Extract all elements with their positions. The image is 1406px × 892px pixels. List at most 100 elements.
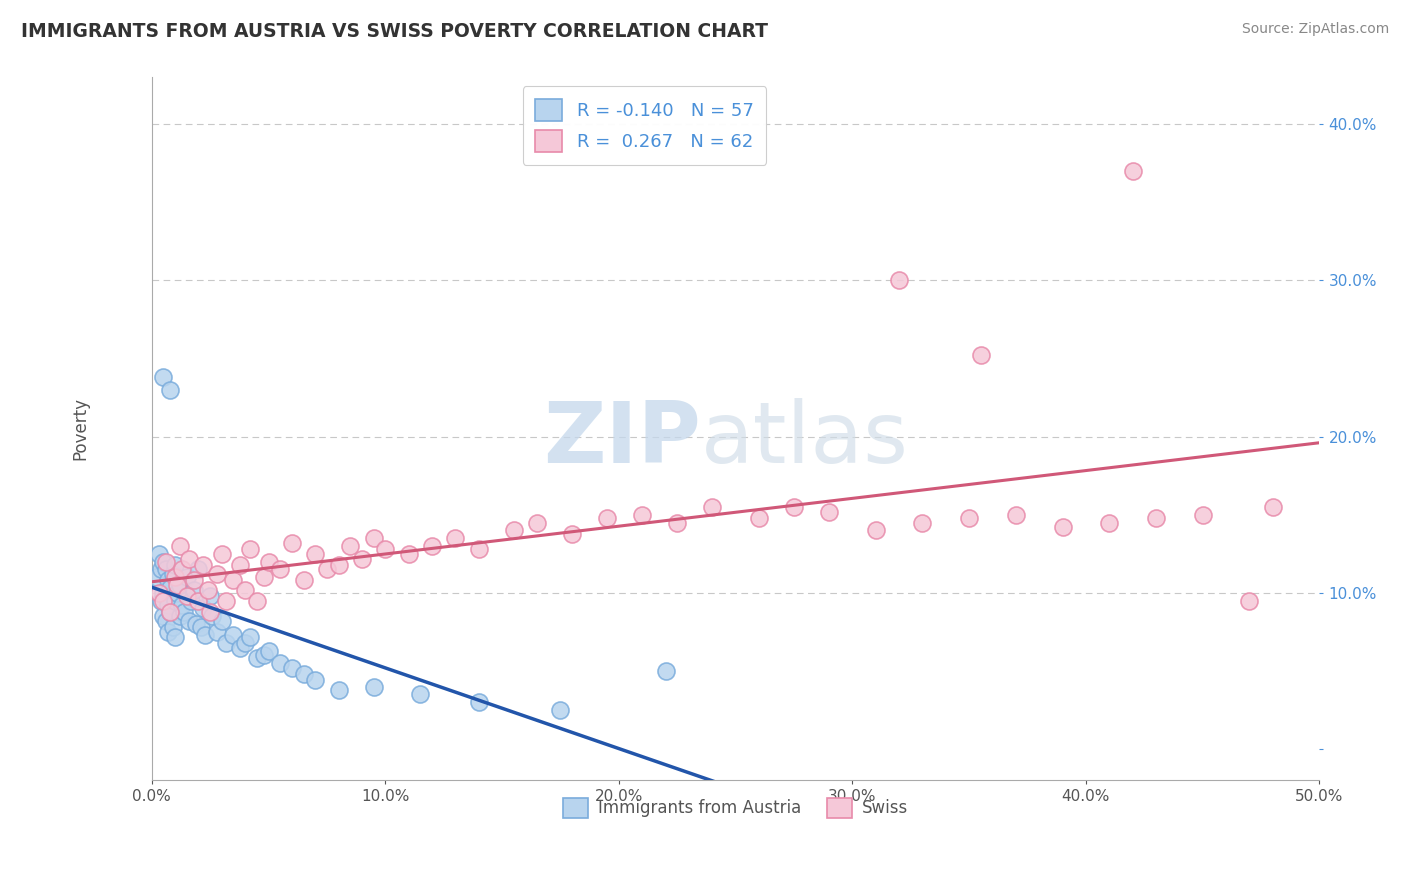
- Point: [253, 648, 276, 663]
- Point: [269, 656, 291, 670]
- Point: [191, 601, 214, 615]
- Point: [165, 558, 187, 572]
- Point: [198, 605, 221, 619]
- Point: [166, 586, 188, 600]
- Point: [198, 589, 221, 603]
- Point: [239, 542, 262, 557]
- Point: [159, 605, 181, 619]
- Point: [155, 589, 177, 603]
- Point: [159, 605, 181, 619]
- Point: [970, 348, 993, 362]
- Point: [162, 567, 184, 582]
- Point: [172, 562, 194, 576]
- Point: [169, 539, 191, 553]
- Point: [150, 593, 173, 607]
- Point: [176, 589, 198, 603]
- Point: [444, 531, 467, 545]
- Point: [1191, 508, 1213, 522]
- Point: [172, 599, 194, 613]
- Point: [1098, 516, 1121, 530]
- Text: atlas: atlas: [700, 398, 908, 481]
- Point: [246, 651, 269, 665]
- Point: [169, 578, 191, 592]
- Point: [152, 609, 174, 624]
- Point: [229, 640, 252, 655]
- Point: [887, 273, 910, 287]
- Point: [398, 547, 420, 561]
- Point: [155, 614, 177, 628]
- Point: [187, 593, 209, 607]
- Text: Source: ZipAtlas.com: Source: ZipAtlas.com: [1241, 22, 1389, 37]
- Point: [145, 570, 167, 584]
- Point: [215, 593, 238, 607]
- Point: [152, 586, 174, 600]
- Point: [550, 703, 572, 717]
- Point: [350, 551, 373, 566]
- Point: [197, 582, 219, 597]
- Point: [211, 547, 233, 561]
- Point: [222, 628, 245, 642]
- Point: [339, 539, 361, 553]
- Point: [239, 630, 262, 644]
- Point: [165, 630, 187, 644]
- Point: [157, 624, 180, 639]
- Point: [257, 555, 280, 569]
- Point: [666, 516, 689, 530]
- Point: [215, 636, 238, 650]
- Point: [159, 581, 181, 595]
- Point: [152, 593, 174, 607]
- Point: [201, 609, 224, 624]
- Point: [173, 605, 195, 619]
- Point: [194, 628, 217, 642]
- Point: [292, 667, 315, 681]
- Point: [911, 516, 934, 530]
- Point: [363, 531, 385, 545]
- Point: [191, 558, 214, 572]
- Text: ZIP: ZIP: [543, 398, 700, 481]
- Point: [654, 664, 676, 678]
- Point: [420, 539, 443, 553]
- Point: [1144, 511, 1167, 525]
- Point: [157, 574, 180, 588]
- Point: [502, 524, 524, 538]
- Point: [190, 620, 212, 634]
- Point: [702, 500, 724, 514]
- Point: [233, 636, 256, 650]
- Point: [374, 542, 396, 557]
- Point: [169, 609, 191, 624]
- Point: [281, 661, 304, 675]
- Point: [783, 500, 806, 514]
- Point: [183, 582, 205, 597]
- Point: [526, 516, 548, 530]
- Point: [165, 570, 187, 584]
- Point: [328, 682, 350, 697]
- Point: [183, 574, 205, 588]
- Point: [187, 562, 209, 576]
- Point: [304, 673, 326, 688]
- Y-axis label: Poverty: Poverty: [72, 397, 89, 460]
- Point: [304, 547, 326, 561]
- Point: [157, 599, 180, 613]
- Point: [205, 567, 228, 582]
- Point: [269, 562, 291, 576]
- Point: [150, 562, 173, 576]
- Point: [211, 614, 233, 628]
- Text: IMMIGRANTS FROM AUSTRIA VS SWISS POVERTY CORRELATION CHART: IMMIGRANTS FROM AUSTRIA VS SWISS POVERTY…: [21, 22, 768, 41]
- Point: [148, 586, 170, 600]
- Point: [152, 370, 174, 384]
- Point: [561, 526, 583, 541]
- Point: [957, 511, 980, 525]
- Point: [363, 680, 385, 694]
- Point: [409, 687, 432, 701]
- Point: [292, 574, 315, 588]
- Point: [222, 574, 245, 588]
- Point: [253, 570, 276, 584]
- Point: [467, 542, 489, 557]
- Point: [281, 536, 304, 550]
- Point: [596, 511, 619, 525]
- Point: [1052, 520, 1074, 534]
- Point: [631, 508, 654, 522]
- Point: [1261, 500, 1284, 514]
- Point: [176, 570, 198, 584]
- Point: [148, 547, 170, 561]
